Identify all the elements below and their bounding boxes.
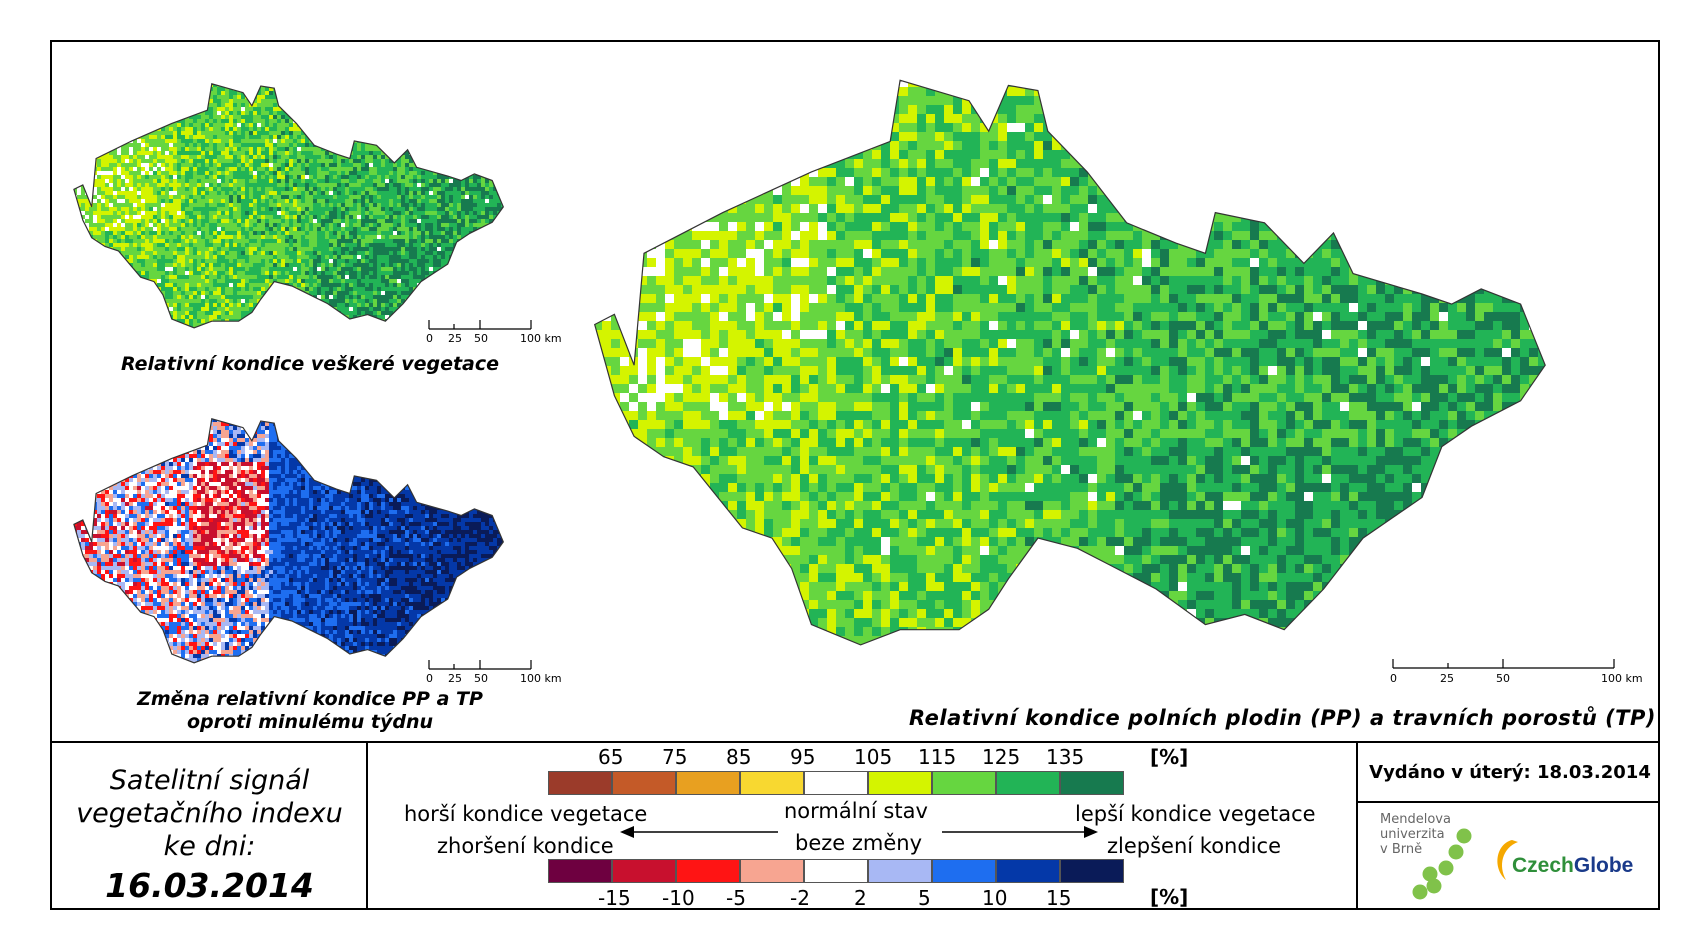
legend-tick-label: -2: [790, 886, 810, 910]
caption-change-line2: oproti minulému týdnu: [60, 711, 560, 733]
scale-label-50: 50: [1496, 672, 1510, 685]
label-normal-state: normální stav: [784, 799, 928, 823]
country-border: [593, 79, 1546, 646]
mendel-university-logo: Mendelova univerzita v Brně: [1380, 812, 1451, 857]
scale-bar-main: [1392, 659, 1615, 669]
scale-label-0: 0: [426, 672, 433, 685]
condition-change-map: [73, 418, 504, 664]
satellite-date: 16.03.2014: [52, 869, 367, 902]
arrow-right-icon: [942, 826, 1098, 838]
legend-tick-label: -5: [726, 886, 746, 910]
mendel-dot: [1438, 860, 1454, 876]
label-worsening: zhoršení kondice: [437, 834, 614, 858]
legend-tick-label: 85: [726, 745, 751, 769]
scale-bar-top-left: [428, 320, 532, 330]
satellite-line3: ke dni:: [52, 830, 367, 863]
scale-label-100km: 100 km: [1601, 672, 1643, 685]
mendel-line2: univerzita: [1380, 827, 1451, 842]
legend-swatch: [676, 771, 740, 795]
legend-divider: [50, 741, 1660, 743]
country-border: [73, 418, 504, 664]
legend-swatch: [548, 859, 612, 883]
crops-grassland-condition-map: [593, 79, 1546, 646]
legend-tick-label: -15: [598, 886, 631, 910]
label-better-vegetation: lepší kondice vegetace: [1075, 802, 1316, 826]
map-raster: [73, 83, 504, 328]
change-legend-unit: [%]: [1150, 885, 1188, 909]
mendel-dots-icon: [1412, 828, 1472, 900]
label-improvement: zlepšení kondice: [1107, 834, 1281, 858]
caption-change-line1: Změna relativní kondice PP a TP: [60, 688, 560, 710]
legend-swatch: [932, 771, 996, 795]
legend-swatch: [612, 859, 676, 883]
legend-swatch: [804, 771, 868, 795]
czechglobe-wordmark: CzechGlobe: [1512, 854, 1633, 877]
legend-swatch: [548, 771, 612, 795]
label-worse-vegetation: horší kondice vegetace: [404, 802, 647, 826]
scale-label-25: 25: [448, 672, 462, 685]
legend-tick-label: 75: [662, 745, 687, 769]
legend-swatch: [804, 859, 868, 883]
caption-main-map: Relativní kondice polních plodin (PP) a …: [840, 706, 1656, 730]
legend-divider-right: [1356, 742, 1358, 910]
map-frame: [50, 40, 1660, 910]
scale-label-100km: 100 km: [520, 672, 562, 685]
arrow-left-icon: [620, 826, 778, 838]
map-raster: [73, 418, 504, 663]
mendel-dot: [1422, 866, 1438, 882]
scale-label-50: 50: [474, 672, 488, 685]
satellite-date-panel: Satelitní signál vegetačního indexu ke d…: [52, 764, 367, 902]
mendel-dot: [1456, 828, 1472, 844]
scale-label-100km: 100 km: [520, 332, 562, 345]
legend-swatch: [996, 859, 1060, 883]
mendel-line1: Mendelova: [1380, 812, 1451, 827]
satellite-line2: vegetačního indexu: [52, 797, 367, 830]
legend-tick-label: 2: [854, 886, 867, 910]
legend-tick-label: 125: [982, 745, 1020, 769]
vegetation-condition-map: [73, 83, 504, 329]
legend-swatch: [676, 859, 740, 883]
legend-swatch: [868, 771, 932, 795]
issued-date: Vydáno v úterý: 18.03.2014: [1362, 762, 1658, 783]
legend-swatch: [932, 859, 996, 883]
mendel-line3: v Brně: [1380, 842, 1451, 857]
mendel-dot: [1426, 878, 1442, 894]
scale-label-50: 50: [474, 332, 488, 345]
change-color-scale: [548, 859, 1124, 883]
scale-label-0: 0: [426, 332, 433, 345]
legend-divider-left: [366, 742, 368, 910]
legend-tick-label: 105: [854, 745, 892, 769]
scale-label-25: 25: [448, 332, 462, 345]
legend-swatch: [868, 859, 932, 883]
legend-swatch: [1060, 771, 1124, 795]
condition-color-scale: [548, 771, 1124, 795]
scale-bar-bottom-left: [428, 660, 532, 670]
legend-tick-label: 95: [790, 745, 815, 769]
legend-tick-label: 15: [1046, 886, 1071, 910]
legend-swatch: [740, 771, 804, 795]
legend-swatch: [1060, 859, 1124, 883]
legend-swatch: [996, 771, 1060, 795]
legend-tick-label: -10: [662, 886, 695, 910]
mendel-dot: [1448, 844, 1464, 860]
map-raster: [594, 80, 1546, 645]
satellite-line1: Satelitní signál: [52, 764, 367, 797]
issued-divider: [1358, 801, 1660, 803]
country-border: [73, 83, 504, 329]
scale-label-25: 25: [1440, 672, 1454, 685]
label-no-change: beze změny: [795, 831, 922, 855]
legend-tick-label: 5: [918, 886, 931, 910]
legend-tick-label: 135: [1046, 745, 1084, 769]
legend-swatch: [612, 771, 676, 795]
mendel-dot: [1412, 884, 1428, 900]
czechglobe-logo: CzechGlobe: [1497, 840, 1633, 880]
scale-label-0: 0: [1390, 672, 1397, 685]
condition-legend-unit: [%]: [1150, 745, 1188, 769]
legend-tick-label: 65: [598, 745, 623, 769]
caption-all-vegetation: Relativní kondice veškeré vegetace: [60, 353, 560, 375]
legend-swatch: [740, 859, 804, 883]
legend-tick-label: 10: [982, 886, 1007, 910]
legend-tick-label: 115: [918, 745, 956, 769]
